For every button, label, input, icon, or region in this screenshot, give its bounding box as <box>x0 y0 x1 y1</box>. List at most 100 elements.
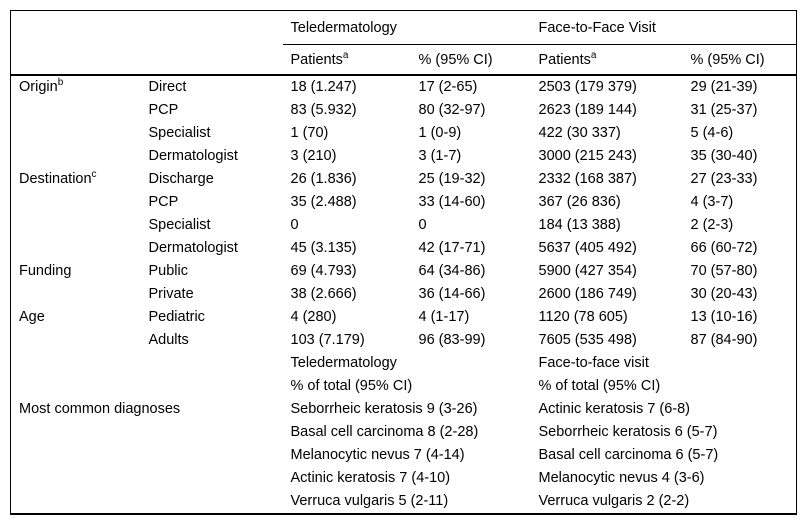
ftf-ci-cell: 70 (57-80) <box>690 263 758 279</box>
ftf-diagnosis-cell: Seborrheic keratosis 6 (5-7) <box>538 424 718 440</box>
td-patients-cell: 18 (1.247) <box>290 79 357 95</box>
diagnoses-row-3: Melanocytic nevus 7 (4-14) Basal cell ca… <box>11 444 797 467</box>
category-cell <box>11 145 141 168</box>
category-cell <box>11 99 141 122</box>
empty-cell <box>11 421 283 444</box>
subcategory-cell: Dermatologist <box>148 148 238 164</box>
empty-cell <box>11 352 283 375</box>
td-ci-cell: 42 (17-71) <box>418 240 486 256</box>
td-ci-cell: 0 <box>418 217 427 233</box>
table-row-origin-direct: Originb Direct 18 (1.247) 17 (2-65) 2503… <box>11 75 797 99</box>
table-row-destination-discharge: Destinationc Discharge 26 (1.836) 25 (19… <box>11 168 797 191</box>
mid-title-face-to-face: Face-to-face visit <box>538 355 649 371</box>
ftf-ci-cell: 30 (20-43) <box>690 286 758 302</box>
td-patients-cell: 1 (70) <box>290 125 329 141</box>
diagnoses-row-5: Verruca vulgaris 5 (2-11) Verruca vulgar… <box>11 490 797 514</box>
ftf-ci-cell: 2 (2-3) <box>690 217 734 233</box>
table-row-funding-private: Private 38 (2.666) 36 (14-66) 2600 (186 … <box>11 283 797 306</box>
diagnoses-label-cell: Most common diagnoses <box>19 401 181 417</box>
td-patients-cell: 4 (280) <box>290 309 337 325</box>
ftf-patients-cell: 2503 (179 379) <box>538 79 637 95</box>
ftf-patients-cell: 2332 (168 387) <box>538 171 637 187</box>
footnote-marker-c: c <box>91 169 97 181</box>
td-ci-cell: 25 (19-32) <box>418 171 486 187</box>
subcategory-cell: PCP <box>148 102 179 118</box>
ftf-diagnosis-cell: Verruca vulgaris 2 (2-2) <box>538 493 690 509</box>
subcategory-cell: Dermatologist <box>148 240 238 256</box>
category-cell <box>11 214 141 237</box>
table-row-age-adults: Adults 103 (7.179) 96 (83-99) 7605 (535 … <box>11 329 797 352</box>
td-ci-cell: 1 (0-9) <box>418 125 462 141</box>
td-patients-cell: 45 (3.135) <box>290 240 357 256</box>
ftf-patients-cell: 422 (30 337) <box>538 125 621 141</box>
col-header-td-ci: % (95% CI) <box>410 44 531 76</box>
ftf-ci-cell: 5 (4-6) <box>690 125 734 141</box>
ftf-diagnosis-cell: Melanocytic nevus 4 (3-6) <box>538 470 705 486</box>
td-ci-cell: 36 (14-66) <box>418 286 486 302</box>
footnote-marker-a: a <box>590 49 597 61</box>
td-ci-cell: 80 (32-97) <box>418 102 486 118</box>
diagnoses-row-4: Actinic keratosis 7 (4-10) Melanocytic n… <box>11 467 797 490</box>
td-diagnosis-cell: Melanocytic nevus 7 (4-14) <box>290 447 465 463</box>
td-ci-cell: 4 (1-17) <box>418 309 470 325</box>
subcategory-cell: Public <box>148 263 189 279</box>
subcategory-cell: PCP <box>148 194 179 210</box>
ftf-diagnosis-cell: Actinic keratosis 7 (6-8) <box>538 401 691 417</box>
td-patients-cell: 3 (210) <box>290 148 337 164</box>
ftf-patients-cell: 2623 (189 144) <box>538 102 637 118</box>
td-ci-cell: 3 (1-7) <box>418 148 462 164</box>
td-patients-cell: 69 (4.793) <box>290 263 357 279</box>
td-diagnosis-cell: Basal cell carcinoma 8 (2-28) <box>290 424 479 440</box>
category-cell <box>11 237 141 260</box>
subcategory-cell: Direct <box>148 79 187 95</box>
ftf-ci-cell: 35 (30-40) <box>690 148 758 164</box>
subcategory-cell: Adults <box>148 332 189 348</box>
subcategory-cell: Pediatric <box>148 309 205 325</box>
td-patients-cell: 26 (1.836) <box>290 171 357 187</box>
ftf-patients-cell: 3000 (215 243) <box>538 148 637 164</box>
col-header-ftf-patients: Patientsa <box>530 44 683 76</box>
td-ci-cell: 96 (83-99) <box>418 332 486 348</box>
category-cell: Age <box>19 309 45 325</box>
td-patients-cell: 103 (7.179) <box>290 332 365 348</box>
empty-cell <box>11 490 283 514</box>
ftf-ci-cell: 66 (60-72) <box>690 240 758 256</box>
ftf-diagnosis-cell: Basal cell carcinoma 6 (5-7) <box>538 447 719 463</box>
td-patients-cell: 83 (5.932) <box>290 102 357 118</box>
ftf-patients-cell: 184 (13 388) <box>538 217 621 233</box>
mid-measure-face-to-face: % of total (95% CI) <box>538 378 661 394</box>
ftf-ci-cell: 29 (21-39) <box>690 79 758 95</box>
category-cell <box>11 191 141 214</box>
footnote-marker-b: b <box>57 77 64 89</box>
ftf-ci-cell: 4 (3-7) <box>690 194 734 210</box>
table-row-origin-pcp: PCP 83 (5.932) 80 (32-97) 2623 (189 144)… <box>11 99 797 122</box>
category-cell <box>11 283 141 306</box>
category-cell: Originb <box>19 77 64 95</box>
ftf-ci-cell: 31 (25-37) <box>690 102 758 118</box>
ftf-patients-cell: 2600 (186 749) <box>538 286 637 302</box>
empty-cell <box>11 444 283 467</box>
teledermatology-comparison-table: Teledermatology Face-to-Face Visit Patie… <box>10 10 798 515</box>
empty-cell <box>11 467 283 490</box>
ftf-ci-cell: 13 (10-16) <box>690 309 758 325</box>
group-header-face-to-face: Face-to-Face Visit <box>530 10 797 45</box>
category-cell: Funding <box>19 263 72 279</box>
td-diagnosis-cell: Seborrheic keratosis 9 (3-26) <box>290 401 478 417</box>
mid-measure-row: % of total (95% CI) % of total (95% CI) <box>11 375 797 398</box>
mid-measure-teledermatology: % of total (95% CI) <box>290 378 413 394</box>
td-patients-cell: 0 <box>290 217 299 233</box>
mid-title-teledermatology: Teledermatology <box>290 355 397 371</box>
col-header-ftf-ci: % (95% CI) <box>682 44 797 76</box>
td-ci-cell: 64 (34-86) <box>418 263 486 279</box>
ftf-patients-cell: 7605 (535 498) <box>538 332 637 348</box>
group-header-row: Teledermatology Face-to-Face Visit <box>11 10 797 45</box>
ftf-patients-cell: 5900 (427 354) <box>538 263 637 279</box>
table-row-destination-dermatologist: Dermatologist 45 (3.135) 42 (17-71) 5637… <box>11 237 797 260</box>
category-cell <box>11 122 141 145</box>
patients-label: Patients <box>538 51 591 68</box>
td-diagnosis-cell: Actinic keratosis 7 (4-10) <box>290 470 451 486</box>
td-ci-cell: 33 (14-60) <box>418 194 486 210</box>
td-patients-cell: 35 (2.488) <box>290 194 357 210</box>
ftf-patients-cell: 5637 (405 492) <box>538 240 637 256</box>
